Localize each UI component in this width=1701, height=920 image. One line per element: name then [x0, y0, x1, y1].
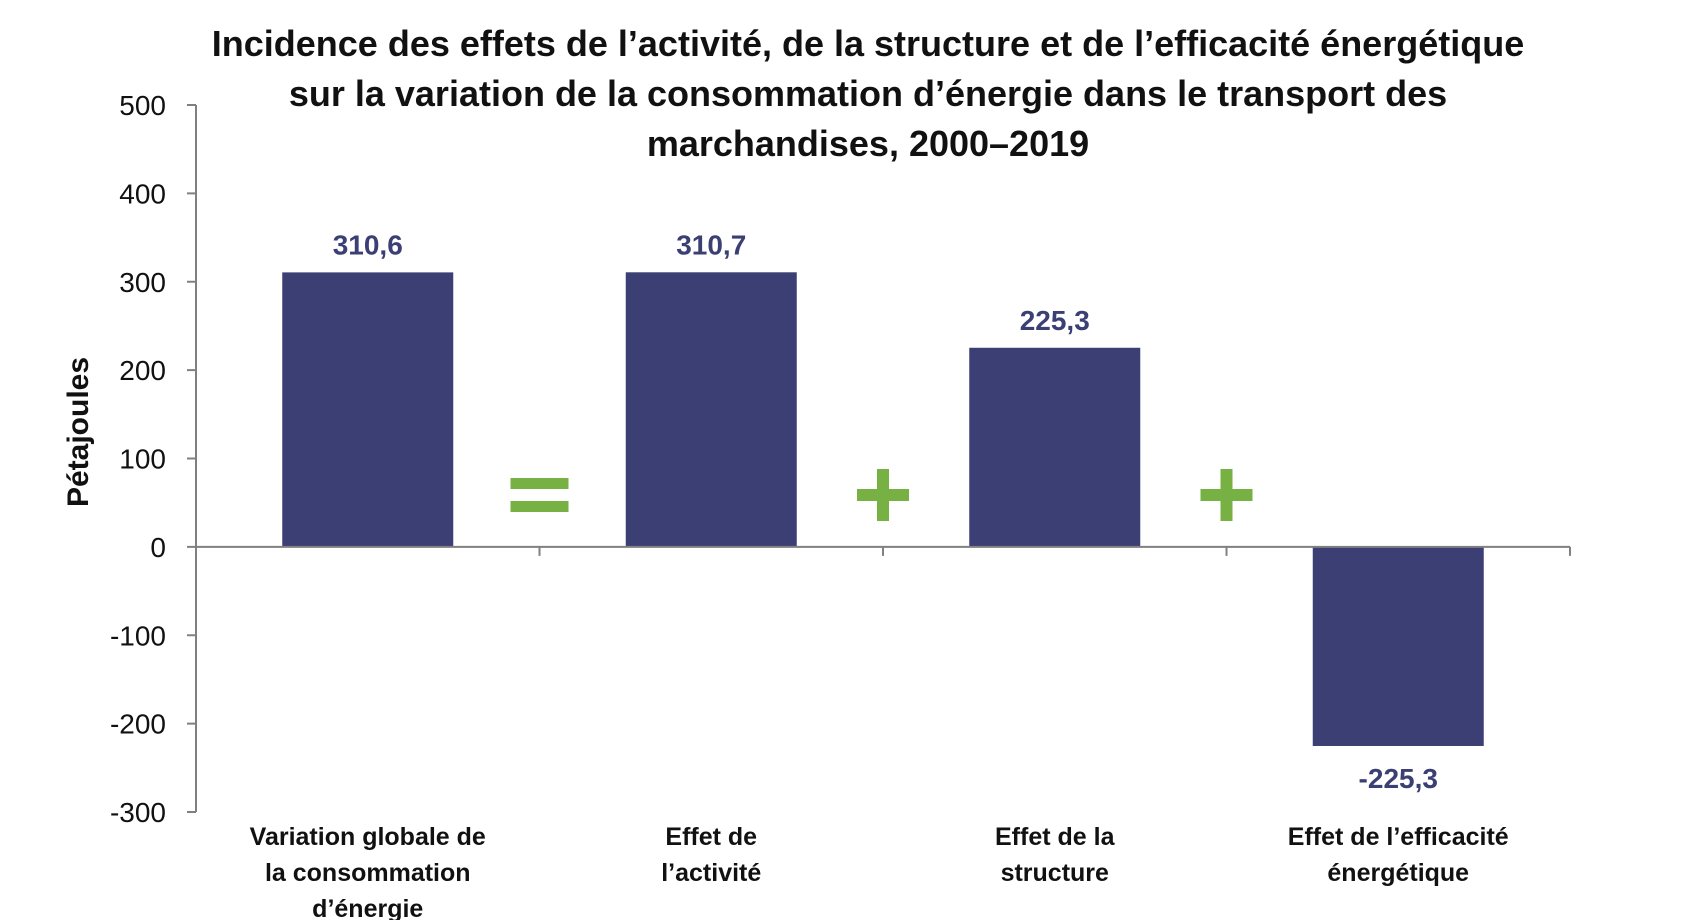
y-tick-label: 500: [119, 90, 166, 121]
bars: 310,6 310,7 225,3 -225,3: [282, 229, 1484, 794]
bar: [625, 272, 797, 547]
chart-title-line: Incidence des effets de l’activité, de l…: [212, 23, 1524, 64]
chart-title-line: marchandises, 2000–2019: [647, 123, 1089, 164]
y-tick-label: -300: [110, 797, 166, 828]
category-label: Variation globale de la consommation d’éne…: [250, 823, 486, 920]
category-labels: Variation globale de la consommation d’éne…: [250, 823, 1509, 920]
category-label: Effet de l’activité: [661, 823, 761, 887]
y-axis: 500 400 300 200 100 0 -100 -200 -300: [110, 90, 197, 828]
y-tick-label: 400: [119, 178, 166, 209]
plus-sign: [1200, 469, 1253, 521]
chart-title-line: sur la variation de la consommation d’én…: [289, 73, 1447, 114]
y-tick-label: 0: [150, 532, 166, 563]
y-tick-label: 200: [119, 355, 166, 386]
equals-sign: [510, 478, 569, 512]
data-label: -225,3: [1359, 763, 1438, 794]
chart-title: Incidence des effets de l’activité, de l…: [212, 23, 1524, 164]
x-axis: [196, 545, 1571, 556]
y-tick-label: 100: [119, 444, 166, 475]
data-label: 310,6: [333, 229, 403, 260]
y-tick-label: -100: [110, 620, 166, 651]
data-label: 310,7: [676, 229, 746, 260]
data-label: 225,3: [1020, 305, 1090, 336]
plus-sign: [857, 469, 909, 521]
bar: [282, 272, 454, 547]
y-tick-label: 300: [119, 267, 166, 298]
category-label: Effet de l’efficacité énergétique: [1288, 823, 1509, 887]
operators: [510, 469, 1253, 521]
bar: [969, 347, 1141, 547]
bar: [1312, 546, 1484, 746]
y-tick-label: -200: [110, 709, 166, 740]
y-axis-label: Pétajoules: [62, 357, 95, 507]
category-label: Effet de la structure: [995, 823, 1116, 887]
